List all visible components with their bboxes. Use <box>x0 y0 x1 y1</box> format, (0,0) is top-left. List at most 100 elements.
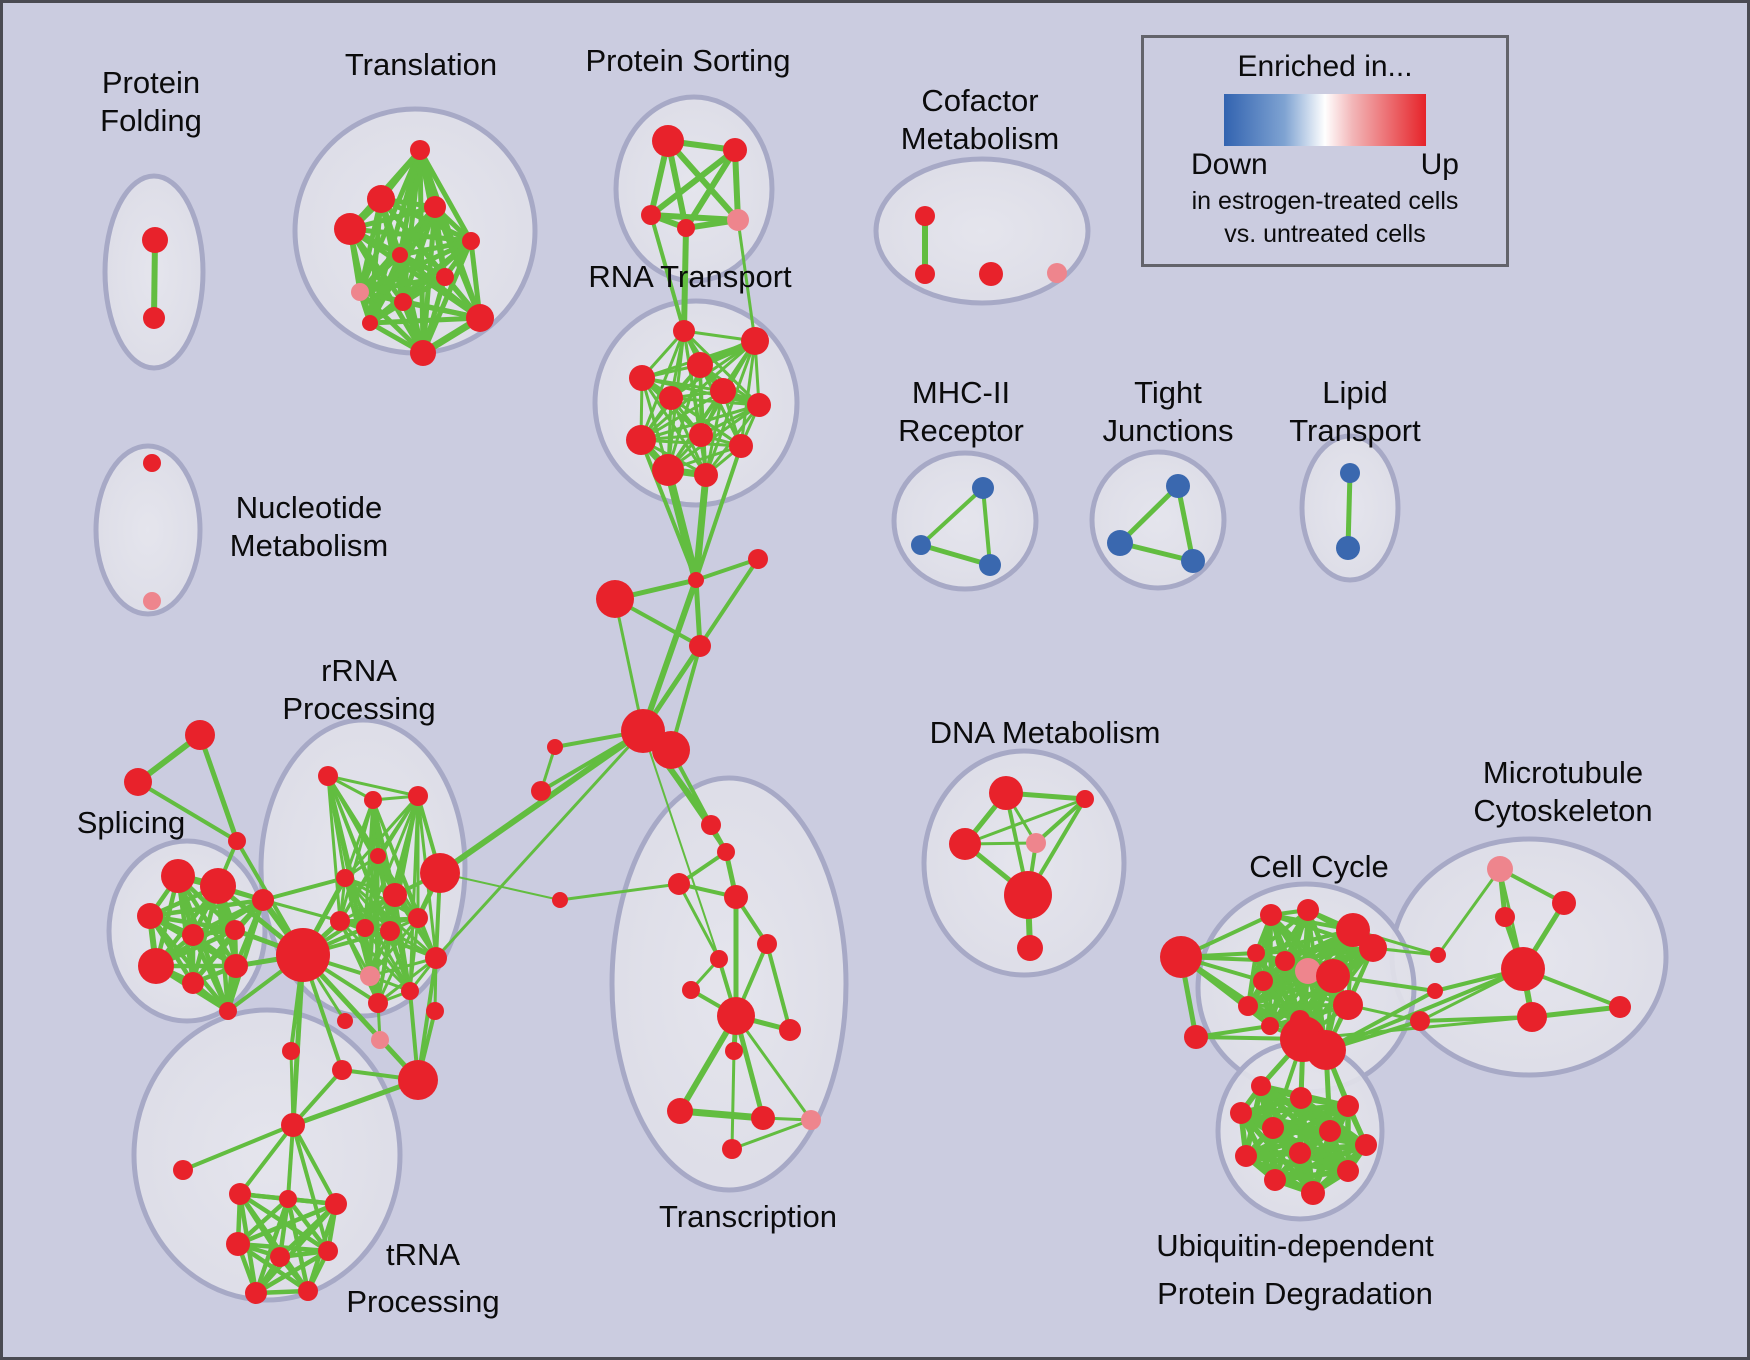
node-s9[interactable] <box>252 889 274 911</box>
node-k12[interactable] <box>1238 996 1258 1016</box>
node-tr12[interactable] <box>801 1110 821 1130</box>
node-b7[interactable] <box>531 781 551 801</box>
node-q15[interactable] <box>337 1013 353 1029</box>
node-s6[interactable] <box>182 972 204 994</box>
node-q2[interactable] <box>408 786 428 806</box>
node-r11[interactable] <box>694 463 718 487</box>
node-t4[interactable] <box>462 232 480 250</box>
node-n0[interactable] <box>143 454 161 472</box>
node-l1[interactable] <box>1336 536 1360 560</box>
node-m0[interactable] <box>972 477 994 499</box>
node-r0[interactable] <box>673 320 695 342</box>
node-b3[interactable] <box>689 635 711 657</box>
node-q16[interactable] <box>426 1002 444 1020</box>
node-tr3[interactable] <box>724 885 748 909</box>
node-tr7[interactable] <box>717 997 755 1035</box>
node-tr13[interactable] <box>722 1139 742 1159</box>
node-t0[interactable] <box>410 140 430 160</box>
node-w3[interactable] <box>1230 1102 1252 1124</box>
node-s2[interactable] <box>137 903 163 929</box>
node-q0[interactable] <box>318 766 338 786</box>
node-s4[interactable] <box>225 920 245 940</box>
node-r3[interactable] <box>629 365 655 391</box>
node-k10[interactable] <box>1333 990 1363 1020</box>
node-k4[interactable] <box>1247 944 1265 962</box>
node-r10[interactable] <box>652 454 684 486</box>
node-q1[interactable] <box>364 791 382 809</box>
node-q6[interactable] <box>330 911 350 931</box>
node-c1[interactable] <box>915 264 935 284</box>
node-u4[interactable] <box>270 1247 290 1267</box>
node-q5[interactable] <box>383 883 407 907</box>
node-r8[interactable] <box>626 425 656 455</box>
node-r9[interactable] <box>729 434 753 458</box>
node-r4[interactable] <box>659 386 683 410</box>
node-m1[interactable] <box>911 535 931 555</box>
node-t8[interactable] <box>394 293 412 311</box>
node-b8[interactable] <box>552 892 568 908</box>
node-t7[interactable] <box>351 283 369 301</box>
node-c3[interactable] <box>1047 263 1067 283</box>
node-q18[interactable] <box>332 1060 352 1080</box>
node-l0[interactable] <box>1340 463 1360 483</box>
node-q12[interactable] <box>401 982 419 1000</box>
node-t2[interactable] <box>424 196 446 218</box>
node-d4[interactable] <box>1004 871 1052 919</box>
node-r2[interactable] <box>687 352 713 378</box>
node-r6[interactable] <box>747 393 771 417</box>
node-v1[interactable] <box>1552 891 1576 915</box>
node-tr2[interactable] <box>668 873 690 895</box>
node-s8[interactable] <box>219 1002 237 1020</box>
node-u1[interactable] <box>279 1190 297 1208</box>
node-tr5[interactable] <box>757 934 777 954</box>
node-tr1[interactable] <box>717 843 735 861</box>
node-k20[interactable] <box>1410 1011 1430 1031</box>
node-g0[interactable] <box>185 720 215 750</box>
node-u0[interactable] <box>229 1183 251 1205</box>
node-w0[interactable] <box>1251 1076 1271 1096</box>
node-t9[interactable] <box>466 304 494 332</box>
node-v3[interactable] <box>1501 947 1545 991</box>
node-k3[interactable] <box>1297 899 1319 921</box>
node-tr0[interactable] <box>701 815 721 835</box>
node-trh[interactable] <box>281 1113 305 1137</box>
node-w10[interactable] <box>1337 1160 1359 1182</box>
node-q3[interactable] <box>370 848 386 864</box>
node-k5[interactable] <box>1275 951 1295 971</box>
node-t5[interactable] <box>392 247 408 263</box>
node-k13[interactable] <box>1261 1017 1279 1035</box>
node-c0[interactable] <box>915 206 935 226</box>
node-b5[interactable] <box>652 731 690 769</box>
node-q4[interactable] <box>336 869 354 887</box>
node-w6[interactable] <box>1355 1134 1377 1156</box>
node-tr11[interactable] <box>751 1106 775 1130</box>
node-tj2[interactable] <box>1181 549 1205 573</box>
node-g1[interactable] <box>124 768 152 796</box>
node-u7[interactable] <box>298 1281 318 1301</box>
node-s5[interactable] <box>138 948 174 984</box>
node-p2[interactable] <box>641 205 661 225</box>
node-b6[interactable] <box>547 739 563 755</box>
node-v4[interactable] <box>1517 1002 1547 1032</box>
node-tj0[interactable] <box>1166 474 1190 498</box>
node-r7[interactable] <box>689 423 713 447</box>
node-p3[interactable] <box>677 219 695 237</box>
node-t11[interactable] <box>362 315 378 331</box>
node-k7[interactable] <box>1336 913 1370 947</box>
node-v0[interactable] <box>1487 856 1513 882</box>
node-w4[interactable] <box>1262 1117 1284 1139</box>
node-k9[interactable] <box>1316 959 1350 993</box>
node-q11[interactable] <box>368 993 388 1013</box>
node-tr8[interactable] <box>779 1019 801 1041</box>
node-p4[interactable] <box>727 209 749 231</box>
node-u3[interactable] <box>226 1232 250 1256</box>
node-b1[interactable] <box>596 580 634 618</box>
node-w7[interactable] <box>1235 1145 1257 1167</box>
node-b2[interactable] <box>748 549 768 569</box>
node-q7[interactable] <box>356 919 374 937</box>
node-w2[interactable] <box>1337 1095 1359 1117</box>
node-q8[interactable] <box>380 921 400 941</box>
node-v5[interactable] <box>1609 996 1631 1018</box>
node-w9[interactable] <box>1264 1169 1286 1191</box>
node-k11[interactable] <box>1253 971 1273 991</box>
